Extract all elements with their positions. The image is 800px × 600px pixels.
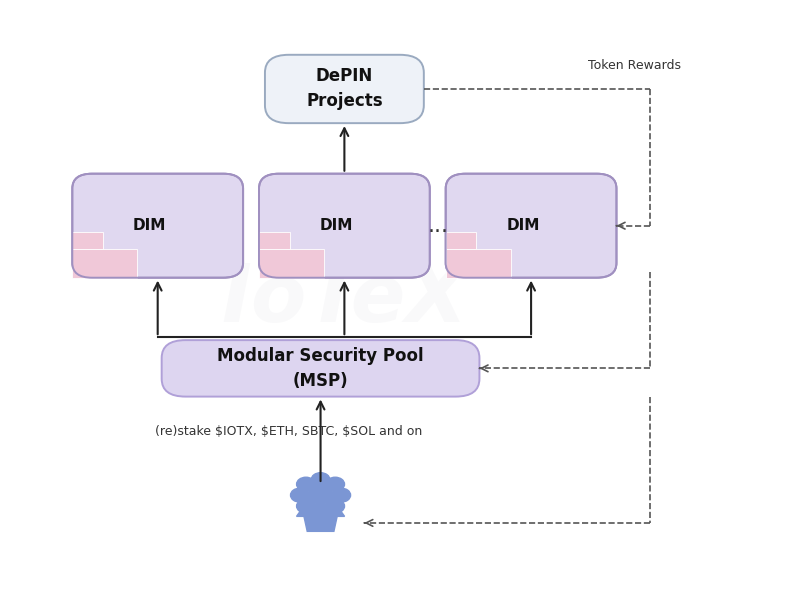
FancyBboxPatch shape (265, 55, 424, 123)
Polygon shape (302, 508, 339, 532)
Bar (259, 248, 324, 278)
Circle shape (326, 477, 345, 491)
Circle shape (311, 473, 330, 487)
Circle shape (332, 488, 350, 502)
Bar (72, 232, 103, 248)
FancyBboxPatch shape (162, 340, 479, 397)
Bar (446, 232, 477, 248)
Text: ...: ... (428, 215, 449, 236)
Circle shape (297, 499, 315, 513)
Polygon shape (297, 508, 345, 517)
Bar (259, 232, 290, 248)
Text: DIM: DIM (320, 218, 353, 233)
FancyBboxPatch shape (72, 173, 243, 278)
Text: IoTeX: IoTeX (221, 261, 468, 339)
Text: DePIN
Projects: DePIN Projects (306, 67, 382, 110)
Text: Token Rewards: Token Rewards (588, 59, 681, 71)
Circle shape (311, 503, 330, 518)
FancyBboxPatch shape (446, 173, 617, 278)
Bar (72, 248, 137, 278)
Circle shape (308, 485, 334, 505)
Circle shape (290, 488, 310, 502)
Text: DIM: DIM (506, 218, 540, 233)
Bar (446, 248, 510, 278)
Text: (re)stake $IOTX, $ETH, SBTC, $SOL and on: (re)stake $IOTX, $ETH, SBTC, $SOL and on (155, 425, 422, 438)
Circle shape (297, 477, 315, 491)
Circle shape (326, 499, 345, 513)
Text: DIM: DIM (133, 218, 166, 233)
FancyBboxPatch shape (259, 173, 430, 278)
Text: Modular Security Pool
(MSP): Modular Security Pool (MSP) (218, 347, 424, 390)
